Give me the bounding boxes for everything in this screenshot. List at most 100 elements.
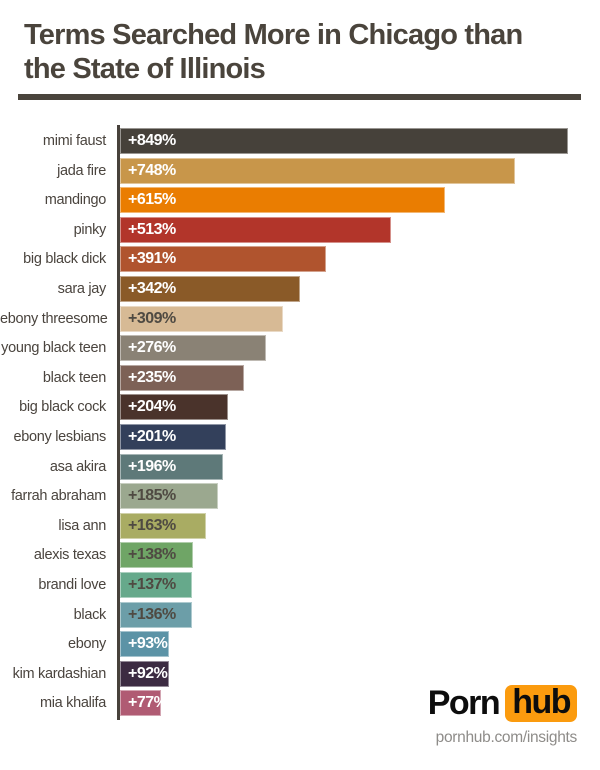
chart-row: big black dick +391%: [0, 246, 600, 273]
bar-track: +342%: [120, 275, 568, 302]
bar: +93%: [120, 631, 170, 658]
bar: +849%: [120, 128, 568, 154]
category-label: young black teen: [1, 340, 106, 357]
category-label: jada fire: [57, 162, 106, 179]
category-label: farrah abraham: [11, 488, 106, 505]
chart-row: ebony threesome +309%: [0, 305, 600, 332]
title-underline: [18, 94, 581, 100]
chart-row: lisa ann +163%: [0, 512, 600, 539]
value-label: +196%: [128, 457, 176, 475]
chart-row: pinky +513%: [0, 216, 600, 243]
logo-text-porn: Porn: [427, 684, 501, 722]
chart-row: asa akira +196%: [0, 453, 600, 480]
bar-track: +615%: [120, 187, 568, 214]
bar-track: +185%: [120, 483, 568, 510]
chart-row: mandingo +615%: [0, 187, 600, 214]
y-axis-line: [117, 125, 120, 720]
bar: +77%: [120, 690, 168, 717]
chart-row: black teen +235%: [0, 364, 600, 391]
bar: +513%: [120, 216, 391, 243]
bar: +136%: [120, 601, 192, 628]
chart-row: ebony lesbians +201%: [0, 423, 600, 450]
bar: +748%: [120, 157, 515, 184]
bar-track: +309%: [120, 305, 568, 332]
category-label: mia khalifa: [39, 695, 106, 712]
value-label: +615%: [128, 191, 176, 209]
chart-row: jada fire +748%: [0, 157, 600, 184]
chart-row: mimi faust +849%: [0, 128, 600, 154]
bar: +309%: [120, 305, 284, 332]
bar: +276%: [120, 335, 266, 362]
bar-track: +391%: [120, 246, 568, 273]
category-label: lisa ann: [58, 517, 106, 534]
bar-track: +196%: [120, 453, 568, 480]
bar-track: +201%: [120, 423, 568, 450]
logo-badge-hub: hub: [505, 685, 577, 722]
bar: +342%: [120, 275, 301, 302]
bar-track: +204%: [120, 394, 568, 421]
value-label: +93%: [128, 635, 168, 653]
bar-chart: mimi faust +849% jada fire +748% mandingo +61…: [0, 125, 600, 720]
page-title-line2: the State of Illinois: [24, 53, 266, 85]
bar: +185%: [120, 483, 218, 510]
category-label: brandi love: [38, 576, 106, 593]
value-label: +748%: [128, 161, 176, 179]
bar: +201%: [120, 423, 227, 450]
value-label: +138%: [128, 546, 176, 564]
footer-url: pornhub.com/insights: [435, 729, 578, 746]
chart-row: farrah abraham +185%: [0, 483, 600, 510]
category-label: kim kardashian: [12, 665, 107, 682]
chart-row: black +136%: [0, 601, 600, 628]
value-label: +185%: [128, 487, 176, 505]
category-label: ebony: [67, 636, 106, 653]
category-label: big black dick: [23, 251, 106, 268]
category-label: mandingo: [44, 192, 107, 209]
bar-track: +93%: [120, 631, 568, 658]
bar-track: +137%: [120, 571, 568, 598]
chart-row: sara jay +342%: [0, 275, 600, 302]
bar: +235%: [120, 364, 244, 391]
bar-track: +276%: [120, 335, 568, 362]
value-label: +391%: [128, 250, 176, 268]
category-label: mimi faust: [42, 133, 106, 149]
category-label: black: [73, 606, 107, 623]
value-label: +137%: [128, 575, 176, 593]
value-label: +309%: [128, 309, 176, 327]
category-label: black teen: [42, 369, 106, 386]
bar-track: +92%: [120, 660, 568, 687]
value-label: +163%: [128, 516, 176, 534]
value-label: +513%: [128, 220, 176, 238]
bar: +163%: [120, 512, 207, 539]
chart-row: ebony +93%: [0, 631, 600, 658]
category-label: pinky: [73, 221, 107, 238]
category-label: sara jay: [57, 280, 107, 297]
bar-track: +748%: [120, 157, 568, 184]
page-title-line1: Terms Searched More in Chicago than: [24, 19, 523, 51]
category-label: ebony lesbians: [13, 428, 106, 445]
bar: +196%: [120, 453, 224, 480]
chart-rows: mimi faust +849% jada fire +748% mandingo +61…: [0, 128, 600, 717]
value-label: +204%: [128, 398, 176, 416]
chart-row: young black teen +276%: [0, 335, 600, 362]
value-label: +342%: [128, 279, 176, 297]
bar-track: +235%: [120, 364, 568, 391]
value-label: +235%: [128, 368, 176, 386]
bar: +138%: [120, 542, 193, 569]
category-label: big black cock: [19, 399, 106, 416]
chart-row: mia khalifa +77%: [0, 690, 600, 717]
value-label: +849%: [128, 132, 176, 149]
page-title: Terms Searched More in Chicago than the …: [24, 18, 584, 86]
chart-row: brandi love +137%: [0, 571, 600, 598]
pornhub-logo: Porn hub: [428, 684, 577, 723]
bar-track: +136%: [120, 601, 568, 628]
value-label: +77%: [128, 694, 168, 712]
bar: +92%: [120, 660, 169, 687]
category-label: asa akira: [49, 458, 106, 475]
bar: +391%: [120, 246, 327, 273]
chart-row: alexis texas +138%: [0, 542, 600, 569]
value-label: +92%: [128, 664, 168, 682]
value-label: +136%: [128, 605, 176, 623]
bar-track: +77%: [120, 690, 568, 717]
chart-row: kim kardashian +92%: [0, 660, 600, 687]
